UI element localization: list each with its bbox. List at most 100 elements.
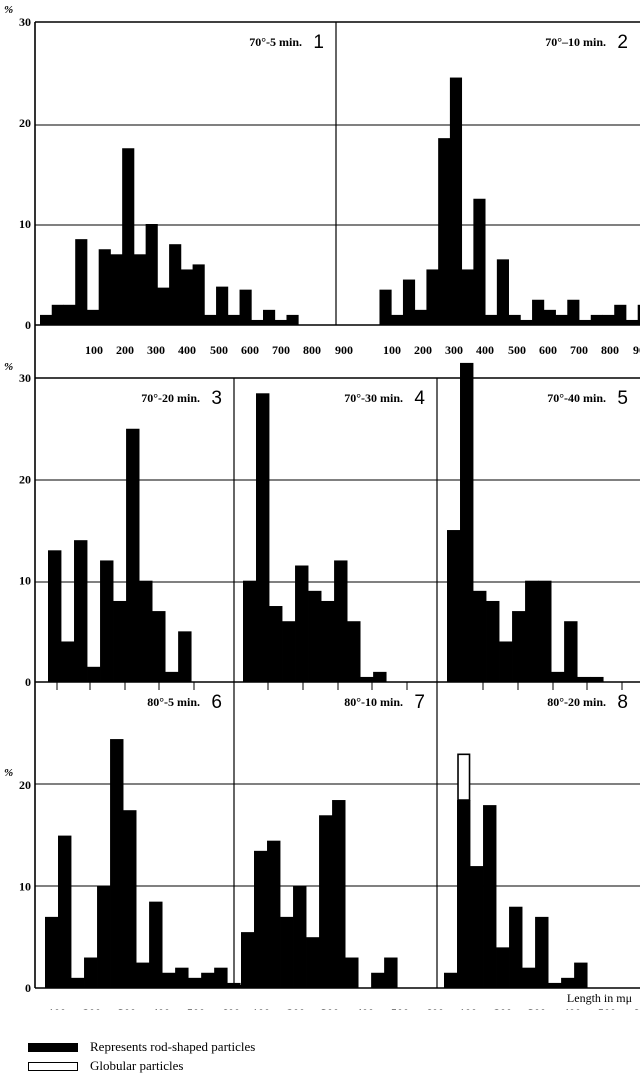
panel-number: 2 [617, 32, 628, 53]
bar-rod [175, 967, 189, 988]
bar-rod [590, 676, 604, 682]
panel-number: 3 [211, 388, 222, 409]
bar-rod [426, 269, 439, 325]
x-tick-label: 300 [528, 1006, 546, 1010]
bar-rod [379, 289, 392, 325]
y-tick-label: 0 [25, 318, 31, 332]
bar-rod [414, 309, 427, 325]
panel-6: 80°-5 min. 6 100 200 300 400 500 600 [45, 692, 267, 1010]
x-tick-label: 300 [147, 343, 165, 357]
bar-rod [100, 560, 114, 682]
x-tick-label: 500 [210, 343, 228, 357]
bar-rod [188, 977, 202, 988]
bar-rod [251, 319, 264, 325]
x-tick-label: 100 [252, 1006, 270, 1010]
bar-rod [133, 254, 147, 325]
bar-rod [204, 314, 217, 325]
legend-rod-label: Represents rod-shaped particles [90, 1039, 256, 1054]
bar-rod [256, 393, 270, 682]
bar-rod [590, 314, 603, 325]
bar-rod [243, 580, 257, 682]
panel-title: 80°-10 min. [344, 695, 403, 709]
bar-rod [321, 600, 335, 682]
bar-rod [551, 671, 565, 682]
panel-number: 4 [414, 388, 425, 409]
y-tick-label: 10 [19, 879, 31, 893]
bar-rod [496, 259, 509, 325]
x-tick-label: 400 [476, 343, 494, 357]
x-tick-label: 800 [601, 343, 619, 357]
y-tick-label: 0 [25, 981, 31, 995]
bar-rod [152, 611, 166, 682]
y-unit-label: % [4, 4, 13, 16]
bar-rod [574, 962, 588, 988]
bar-rod [139, 580, 153, 682]
bar-rod [473, 198, 486, 325]
legend-globular: Globular particles [28, 1058, 184, 1074]
bar-rod [486, 600, 500, 682]
legend-globular-swatch [28, 1061, 78, 1071]
bar-rod [522, 967, 536, 988]
legend-rod: Represents rod-shaped particles [28, 1039, 255, 1055]
bar-rod [384, 957, 398, 988]
x-tick-label: 500 [598, 1006, 616, 1010]
bar-rod [460, 362, 474, 682]
bar-rod [602, 314, 615, 325]
bar-rod [555, 314, 568, 325]
bar-rod [535, 916, 549, 988]
bar-rod [75, 239, 88, 325]
bar-rod [293, 886, 307, 988]
bar-rod [201, 972, 215, 988]
panel-8: 80°-20 min. 8 100 200 300 400 500 600Length in … [444, 692, 640, 1010]
panel-5: 70°-40 min. 5 [447, 362, 628, 682]
x-tick-label: 300 [445, 343, 463, 357]
panel-title: 70°-20 min. [141, 391, 200, 405]
x-tick-label: 500 [391, 1006, 409, 1010]
bar-rod [449, 77, 463, 325]
x-tick-label: 200 [83, 1006, 101, 1010]
bar-rod [71, 977, 85, 988]
panel-title: 70°-30 min. [344, 391, 403, 405]
y-tick-label: 30 [19, 371, 31, 385]
panel-2: 70°–10 min. 2 100 200 300 400 500 600 700 800 900 [379, 32, 640, 357]
x-tick-label: 100 [459, 1006, 477, 1010]
bar-rod [347, 621, 361, 682]
bar-globular [457, 753, 471, 801]
bar-rod [61, 641, 75, 682]
x-tick-label: 600 [539, 343, 557, 357]
bar-rod [447, 530, 461, 682]
bar-rod [444, 972, 458, 988]
bar-rod [520, 319, 533, 325]
panel-number: 7 [414, 692, 425, 713]
bar-rod [496, 947, 510, 988]
bar-rod [84, 957, 98, 988]
bar-rod [51, 304, 64, 325]
legend-globular-label: Globular particles [90, 1058, 184, 1073]
x-axis-label: Length in mμ [567, 991, 632, 1005]
bar-rod [74, 540, 88, 682]
bar-rod [180, 269, 193, 325]
x-tick-label: 400 [356, 1006, 374, 1010]
bar-rod [402, 279, 416, 325]
bar-rod [280, 916, 294, 988]
x-tick-label: 300 [118, 1006, 136, 1010]
y-tick-label: 10 [19, 217, 31, 231]
bar-rod [58, 835, 72, 988]
bar-rod [577, 676, 591, 682]
panel-number: 8 [617, 692, 628, 713]
bar-rod [227, 314, 240, 325]
panel-title: 80°-20 min. [547, 695, 606, 709]
x-tick-label: 400 [563, 1006, 581, 1010]
bar-rod [282, 621, 296, 682]
y-tick-label: 20 [19, 472, 31, 486]
bar-rod [126, 428, 140, 682]
bar-rod [457, 800, 471, 988]
x-tick-label: 200 [116, 343, 134, 357]
panel-7: 80°-10 min. 7 100 200 300 400 500 600 [241, 692, 444, 1010]
histogram-figure: 0 10 20 30% 0 10 20 30% 0 10 20% 70°-5 min. 1 100 200 3… [4, 4, 640, 1010]
x-tick-label: 600 [633, 1006, 640, 1010]
bar-rod [614, 304, 627, 325]
bar-rod [438, 138, 451, 325]
y-tick-label: 10 [19, 574, 31, 588]
x-tick-label: 700 [570, 343, 588, 357]
